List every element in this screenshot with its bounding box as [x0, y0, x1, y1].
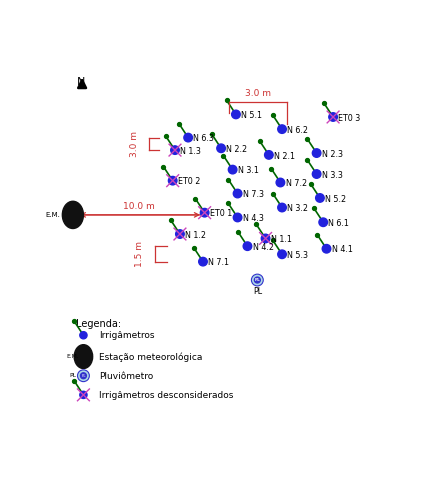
- Ellipse shape: [316, 194, 324, 202]
- Text: N 2.2: N 2.2: [227, 145, 247, 154]
- Text: Pluviômetro: Pluviômetro: [99, 372, 153, 381]
- Text: N: N: [77, 77, 85, 87]
- Text: ET0 1: ET0 1: [210, 209, 232, 218]
- Text: PL: PL: [69, 373, 76, 378]
- Text: Legenda:: Legenda:: [76, 319, 121, 329]
- Text: N 3.1: N 3.1: [238, 166, 259, 175]
- Text: N 1.2: N 1.2: [185, 230, 206, 239]
- Ellipse shape: [312, 170, 321, 178]
- Text: N 5.3: N 5.3: [287, 251, 308, 260]
- Ellipse shape: [278, 250, 286, 259]
- Text: N 4.3: N 4.3: [243, 214, 264, 223]
- Ellipse shape: [312, 149, 321, 157]
- Ellipse shape: [80, 391, 87, 399]
- Ellipse shape: [232, 110, 240, 119]
- Ellipse shape: [228, 165, 237, 174]
- Text: N 7.2: N 7.2: [286, 179, 307, 188]
- Ellipse shape: [243, 242, 252, 250]
- Text: N 6.3: N 6.3: [193, 134, 214, 143]
- Ellipse shape: [255, 277, 260, 283]
- Text: PL: PL: [253, 287, 262, 296]
- Text: N 4.2: N 4.2: [253, 243, 274, 252]
- Ellipse shape: [261, 234, 270, 243]
- Ellipse shape: [265, 151, 273, 159]
- Text: N 5.2: N 5.2: [325, 195, 346, 204]
- Text: N 3.2: N 3.2: [287, 204, 308, 213]
- Ellipse shape: [74, 345, 93, 369]
- Text: N 6.2: N 6.2: [287, 126, 308, 135]
- Text: E.M.: E.M.: [67, 354, 79, 358]
- Text: Estação meteorológica: Estação meteorológica: [99, 353, 203, 362]
- Text: N 1.3: N 1.3: [180, 147, 201, 156]
- Ellipse shape: [199, 257, 207, 266]
- Ellipse shape: [252, 274, 263, 286]
- Text: E.M.: E.M.: [46, 212, 61, 217]
- Text: N 6.1: N 6.1: [329, 219, 349, 228]
- Ellipse shape: [77, 370, 89, 381]
- Ellipse shape: [276, 178, 285, 187]
- Ellipse shape: [217, 144, 225, 152]
- Text: PL: PL: [81, 374, 86, 378]
- Ellipse shape: [184, 133, 193, 142]
- Ellipse shape: [176, 230, 184, 239]
- Ellipse shape: [278, 125, 286, 133]
- Text: N 2.3: N 2.3: [322, 150, 343, 159]
- Ellipse shape: [80, 373, 86, 379]
- Text: N 7.1: N 7.1: [208, 258, 229, 267]
- Ellipse shape: [62, 201, 83, 228]
- Text: N 2.1: N 2.1: [274, 152, 295, 161]
- Ellipse shape: [233, 189, 242, 198]
- Text: 10.0 m: 10.0 m: [123, 202, 155, 211]
- Ellipse shape: [233, 213, 242, 222]
- Ellipse shape: [171, 146, 179, 154]
- Text: PL: PL: [255, 278, 260, 282]
- Text: 3.0 m: 3.0 m: [245, 89, 271, 98]
- Ellipse shape: [200, 208, 209, 217]
- Text: N 1.1: N 1.1: [271, 235, 292, 244]
- Text: N 7.3: N 7.3: [243, 190, 264, 199]
- Ellipse shape: [168, 176, 177, 185]
- Text: ET0 2: ET0 2: [178, 177, 200, 186]
- Text: N 5.1: N 5.1: [241, 111, 262, 120]
- Text: N 4.1: N 4.1: [332, 245, 353, 254]
- Ellipse shape: [322, 244, 331, 253]
- Text: 3.0 m: 3.0 m: [130, 131, 139, 157]
- Ellipse shape: [319, 218, 328, 227]
- Text: Irrigâmetros: Irrigâmetros: [99, 331, 155, 340]
- Text: Irrigâmetros desconsiderados: Irrigâmetros desconsiderados: [99, 391, 234, 400]
- Ellipse shape: [278, 203, 286, 212]
- Ellipse shape: [80, 332, 87, 339]
- Text: ET0 3: ET0 3: [338, 114, 361, 122]
- Text: N 3.3: N 3.3: [322, 171, 343, 180]
- Text: 1.5 m: 1.5 m: [135, 241, 144, 267]
- Ellipse shape: [329, 113, 337, 121]
